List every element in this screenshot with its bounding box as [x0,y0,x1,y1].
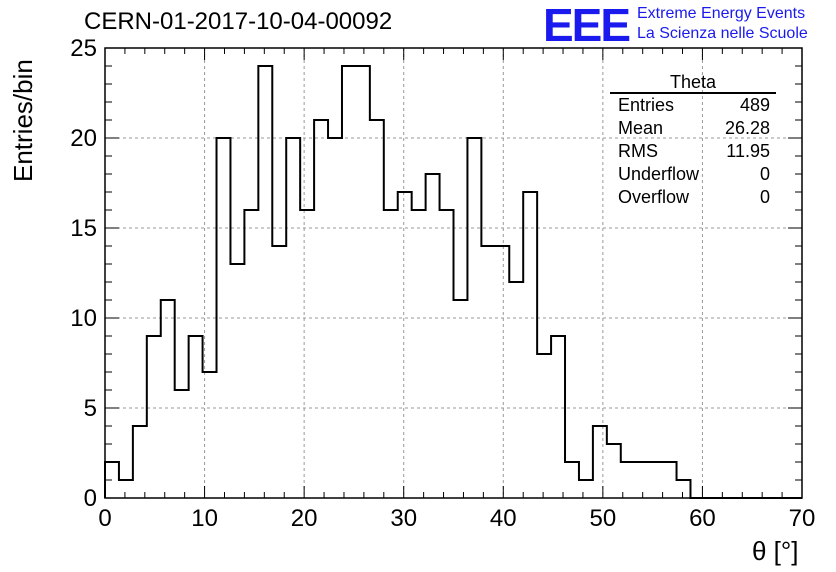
x-axis-label: θ [°] [752,536,799,566]
stats-value: 0 [759,164,770,184]
stats-value: 11.95 [726,141,770,161]
logo-text-line2: La Scienza nelle Scuole [637,25,808,42]
logo-text-line1: Extreme Energy Events [637,5,806,22]
stats-label: Entries [618,95,675,115]
x-tick-label: 0 [98,505,111,532]
stats-label: RMS [618,141,658,161]
y-axis-label: Entries/bin [8,59,38,182]
y-tick-label: 5 [84,395,97,422]
stats-row-overflow: Overflow 0 [610,186,776,209]
y-tick-label: 25 [70,35,97,62]
stats-row-underflow: Underflow 0 [610,163,776,186]
stats-value: 489 [739,95,770,115]
eee-logo: EEE [543,0,631,51]
stats-value: 26.28 [724,118,770,138]
y-tick-label: 0 [84,485,97,512]
x-tick-label: 10 [191,505,218,532]
y-tick-label: 15 [70,215,97,242]
x-tick-label: 30 [390,505,417,532]
x-tick-label: 60 [689,505,716,532]
x-tick-label: 20 [291,505,318,532]
chart-title: CERN-01-2017-10-04-00092 [84,8,393,35]
stats-row-entries: Entries 489 [610,94,776,117]
x-tick-label: 50 [590,505,617,532]
plot-frame [104,47,803,499]
stats-label: Mean [618,118,664,138]
x-tick-label: 40 [490,505,517,532]
stats-label: Overflow [618,187,690,207]
stats-header: Theta [610,72,776,94]
stats-row-rms: RMS 11.95 [610,140,776,163]
stats-value: 0 [759,187,770,207]
y-tick-label: 10 [70,305,97,332]
y-tick-label: 20 [70,125,97,152]
x-tick-label: 70 [789,505,816,532]
stats-row-mean: Mean 26.28 [610,117,776,140]
stats-box: Theta Entries 489 Mean 26.28 RMS 11.95 U… [610,72,776,209]
stats-label: Underflow [618,164,700,184]
histogram-outline [104,65,802,499]
